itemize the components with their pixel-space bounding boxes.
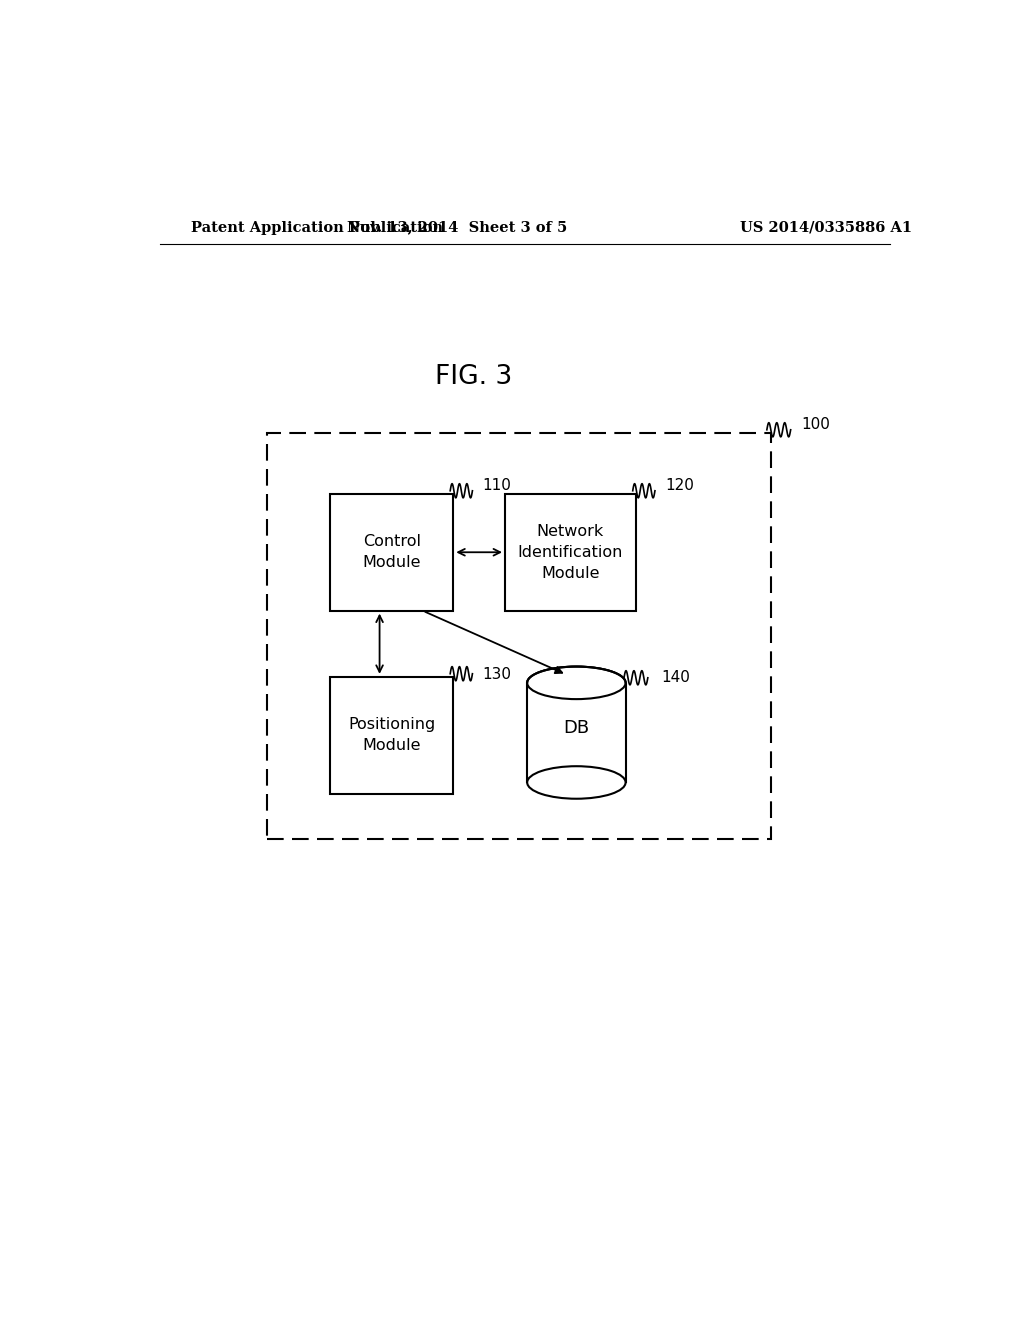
Text: Control
Module: Control Module	[362, 535, 421, 570]
Text: 130: 130	[482, 667, 512, 682]
Text: 140: 140	[662, 671, 690, 685]
Bar	[505, 494, 636, 611]
Text: 120: 120	[666, 478, 694, 494]
Text: Nov. 13, 2014  Sheet 3 of 5: Nov. 13, 2014 Sheet 3 of 5	[347, 220, 567, 235]
Bar	[331, 494, 454, 611]
Polygon shape	[527, 667, 626, 682]
Ellipse shape	[527, 667, 626, 700]
Text: US 2014/0335886 A1: US 2014/0335886 A1	[740, 220, 912, 235]
Text: Positioning
Module: Positioning Module	[348, 717, 435, 754]
Text: 100: 100	[801, 417, 829, 432]
Text: Patent Application Publication: Patent Application Publication	[191, 220, 443, 235]
Ellipse shape	[527, 766, 626, 799]
Bar	[331, 677, 454, 793]
Bar	[267, 433, 771, 840]
Text: 110: 110	[482, 478, 512, 494]
Text: DB: DB	[563, 718, 590, 737]
Text: FIG. 3: FIG. 3	[434, 364, 512, 389]
Text: Network
Identification
Module: Network Identification Module	[518, 524, 624, 581]
